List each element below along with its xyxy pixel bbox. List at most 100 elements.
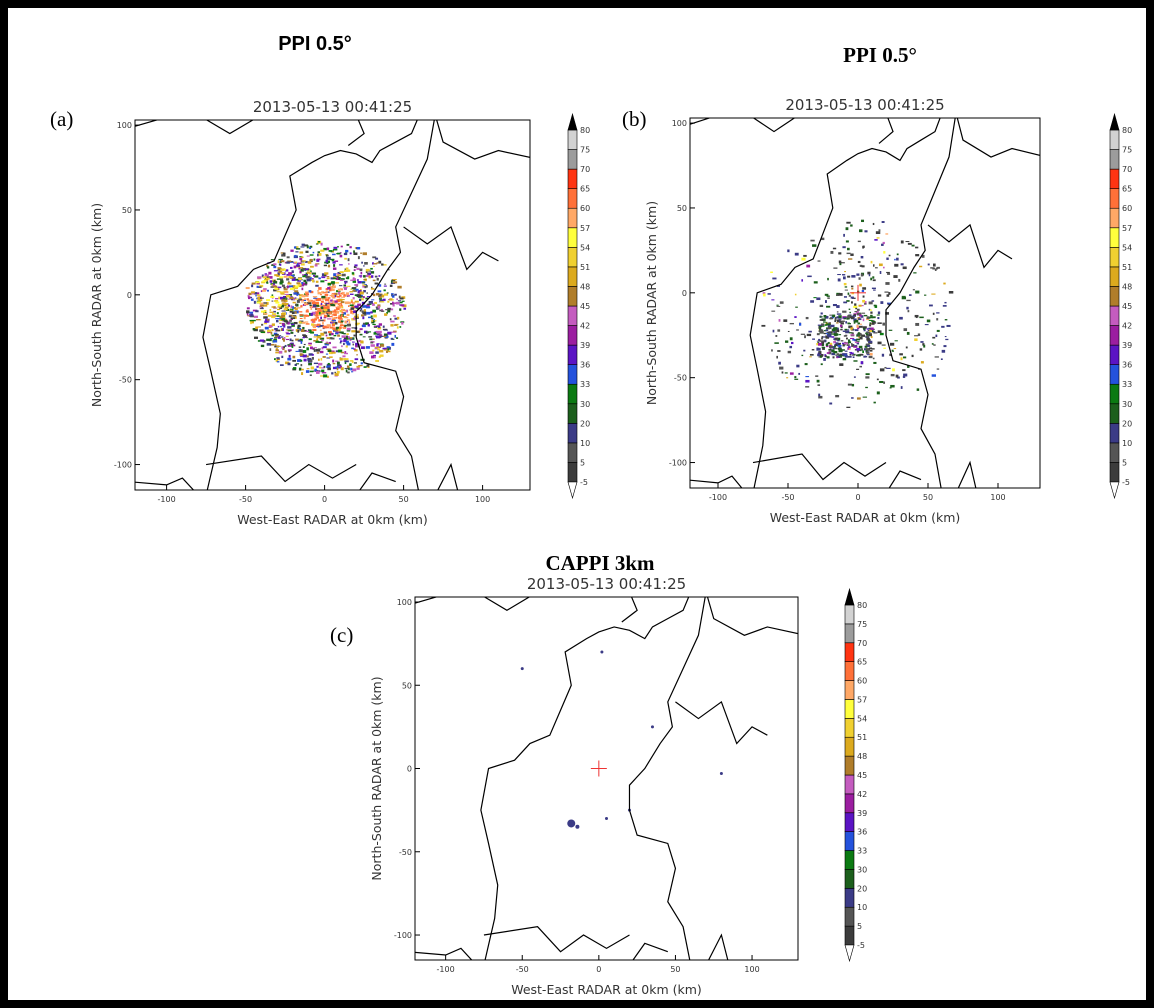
echo	[840, 325, 842, 327]
echo	[252, 283, 256, 285]
echo	[945, 339, 948, 340]
colorbar-label: 20	[1122, 419, 1132, 428]
echo	[343, 312, 346, 314]
colorbar-label: 33	[1122, 380, 1132, 389]
colorbar-label: 5	[857, 922, 862, 931]
echo	[807, 334, 811, 336]
echo	[850, 334, 854, 335]
echo	[829, 331, 831, 332]
echo	[835, 395, 839, 397]
echo	[326, 335, 328, 337]
echo	[290, 267, 293, 269]
echo	[852, 317, 854, 318]
echo	[870, 312, 872, 314]
echo	[864, 230, 867, 232]
echo	[287, 285, 289, 288]
echo	[915, 291, 919, 294]
echo	[333, 273, 336, 276]
echo	[892, 368, 895, 371]
echo	[935, 356, 939, 357]
echo	[348, 270, 350, 272]
echo	[860, 324, 862, 325]
echo	[354, 284, 358, 286]
echo	[854, 321, 856, 324]
echo	[366, 269, 370, 271]
y-tick-label: 50	[402, 681, 412, 690]
colorbar-label: 70	[857, 639, 867, 648]
echo	[364, 309, 366, 311]
colorbar-box	[568, 384, 577, 404]
echo	[327, 324, 331, 327]
echo	[360, 310, 362, 312]
echo	[893, 275, 897, 278]
echo	[380, 296, 382, 298]
echo	[288, 272, 292, 275]
echo	[856, 325, 858, 328]
echo	[345, 317, 348, 318]
colorbar-box	[568, 286, 577, 306]
echo	[283, 339, 285, 342]
echo	[339, 285, 342, 286]
echo	[295, 311, 297, 314]
echo	[273, 306, 275, 308]
echo	[851, 297, 854, 299]
echo	[339, 304, 341, 306]
echo	[868, 330, 870, 331]
colorbar-label: 70	[580, 165, 590, 174]
echo	[263, 280, 267, 282]
echo	[261, 307, 263, 309]
colorbar-box	[1110, 462, 1119, 482]
echo	[521, 667, 524, 670]
echo	[269, 312, 273, 313]
echo	[339, 331, 342, 333]
echo	[873, 264, 875, 266]
echo	[332, 251, 334, 252]
echo	[394, 294, 397, 296]
colorbar-label: 30	[857, 865, 867, 874]
echo	[836, 329, 839, 332]
colorbar-box	[845, 756, 854, 775]
echo	[306, 278, 310, 281]
echo	[366, 346, 370, 349]
echo	[821, 354, 823, 356]
echo	[354, 362, 357, 363]
echo	[844, 342, 848, 344]
echo	[332, 293, 336, 294]
echo	[818, 339, 820, 342]
echo	[352, 342, 355, 343]
echo	[279, 335, 281, 336]
echo	[393, 315, 396, 316]
echo	[861, 274, 863, 277]
echo	[332, 259, 334, 261]
colorbar-label: 57	[857, 695, 867, 704]
echo	[371, 344, 375, 347]
echo	[858, 332, 860, 335]
echo	[309, 360, 312, 362]
colorbar-label: -5	[1122, 478, 1130, 487]
echo	[280, 272, 284, 274]
echo	[913, 289, 915, 290]
echo	[869, 324, 871, 326]
echo	[902, 369, 905, 371]
echo	[874, 402, 876, 404]
echo	[281, 260, 285, 262]
echo	[300, 318, 303, 319]
echo	[327, 277, 330, 279]
echo	[334, 314, 337, 316]
echo	[286, 336, 289, 337]
echo	[315, 315, 318, 316]
echo	[933, 264, 936, 267]
echo	[805, 386, 809, 387]
echo	[841, 340, 844, 341]
echo	[267, 343, 271, 346]
echo	[320, 351, 324, 353]
echo	[305, 251, 308, 253]
echo	[845, 290, 848, 291]
echo	[936, 312, 939, 313]
echo	[311, 308, 313, 310]
echo	[829, 315, 832, 316]
colorbar-label: 54	[580, 243, 590, 252]
echo	[839, 334, 842, 335]
echo	[272, 313, 276, 315]
echo	[340, 255, 343, 258]
